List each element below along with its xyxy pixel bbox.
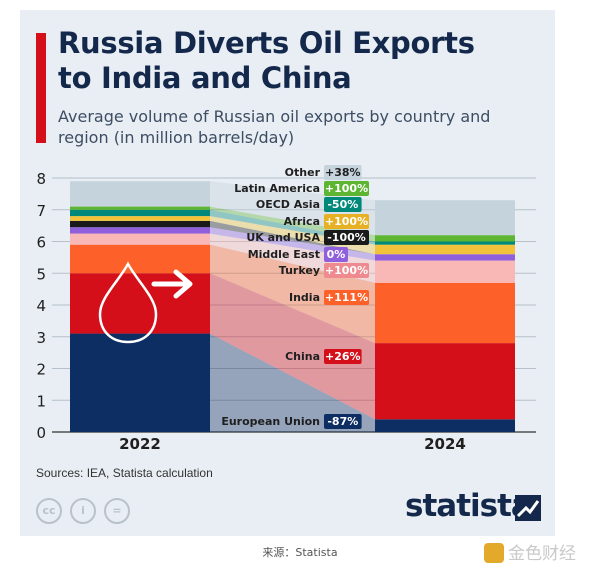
series-label: Africa [284,215,320,228]
y-tick-label: 6 [36,234,46,252]
change-badge [324,197,362,212]
title-accent-bar [36,33,46,143]
series-label: India [289,291,320,304]
source-note: Sources: IEA, Statista calculation [36,466,213,480]
y-tick-label: 8 [36,170,46,188]
bar-segment [70,181,210,207]
chart-subtitle: Average volume of Russian oil exports by… [58,107,491,147]
bar-segment [375,254,515,261]
series-label: Latin America [234,182,320,195]
change-badge-label: -50% [327,198,358,211]
statista-logo-mark-icon [515,495,541,521]
bar-segment [375,200,515,236]
arrow-right-icon [151,269,193,299]
bar-segment [375,241,515,245]
bar-segment [70,333,210,432]
flow-band [210,273,375,420]
x-tick-label: 2024 [424,435,466,453]
bar-segment [375,235,515,242]
bar-segment [70,220,210,228]
equals-icon[interactable]: = [104,498,130,524]
bar-segment [375,282,515,344]
statista-logo[interactable]: statista [405,488,532,524]
bar-segment [375,244,515,255]
change-badge-label: 0% [327,248,346,261]
image-caption: 来源：Statista [262,546,338,559]
change-badge-label: +38% [325,166,361,179]
bar-segment [70,216,210,221]
change-badge [324,290,369,305]
bars [70,181,515,432]
change-badge [324,165,362,180]
y-tick-label: 2 [36,361,46,379]
change-badge-label: +26% [325,350,361,363]
flow-band [210,220,375,255]
change-badge [324,230,369,245]
cc-icon[interactable]: cc [36,498,62,524]
change-badge [324,349,362,364]
flow-band [210,333,375,432]
change-badge-label: -87% [327,415,358,428]
bar-segment [70,244,210,274]
y-tick-label: 4 [36,297,46,315]
bar-segment [375,260,515,283]
series-labels: European Union -87% China +26% India +111% Tur… [221,165,369,429]
series-label: Other [285,166,321,179]
bar-segment [70,233,210,245]
y-tick-label: 7 [36,202,46,220]
change-badge [324,247,348,262]
bar-segment [70,227,210,234]
watermark-text: 金色财经 [508,544,576,564]
jinse-watermark: 金色财经 [484,543,576,564]
change-badge-label: +100% [325,182,368,195]
change-badge [324,214,369,229]
y-tick-label: 0 [36,424,46,442]
bar-segment [70,209,210,217]
person-icon[interactable]: i [70,498,96,524]
series-label: Turkey [279,264,320,277]
x-tick-label: 2022 [119,435,161,453]
chart-title: Russia Diverts Oil Exports to India and … [58,26,475,95]
y-tick-label: 5 [36,265,46,283]
series-label: European Union [221,415,320,428]
change-badge [324,414,362,429]
bar-segment [70,206,210,210]
y-axis: 0 1 2 3 4 5 6 7 8 [36,170,46,442]
series-label: UK and USA [246,231,320,244]
change-badge-label: +100% [325,215,368,228]
x-axis: 2022 2024 [119,435,466,453]
change-badge [324,263,369,278]
series-label: Middle East [248,248,320,261]
y-tick-label: 1 [36,392,46,410]
series-label: China [285,350,320,363]
watermark-logo-icon [484,543,504,563]
change-badge-label: -100% [327,231,366,244]
oil-drop-icon [98,261,158,344]
change-badge [324,181,369,196]
bar-segment [375,419,515,432]
change-badge-label: +100% [325,264,368,277]
series-label: OECD Asia [256,198,320,211]
change-badge-label: +111% [325,291,368,304]
flow-band [210,244,375,344]
y-tick-label: 3 [36,329,46,347]
bar-segment [375,343,515,420]
